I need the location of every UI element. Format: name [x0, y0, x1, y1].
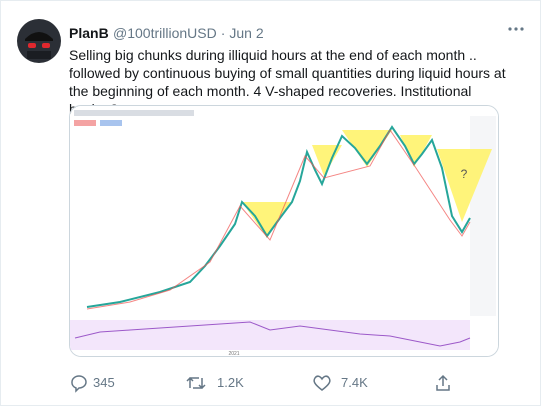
date[interactable]: Jun 2 — [229, 25, 264, 41]
share-icon[interactable] — [433, 373, 453, 393]
reply-icon[interactable] — [69, 373, 89, 393]
retweet-icon[interactable] — [185, 373, 207, 393]
tweet-text: Selling big chunks during illiquid hours… — [69, 47, 506, 117]
handle[interactable]: @100trillionUSD — [113, 25, 217, 41]
tweet-meta: @100trillionUSD · Jun 2 — [113, 25, 268, 41]
x-axis-label: 2021 — [228, 351, 239, 357]
media[interactable]: ? 2021 — [69, 105, 499, 357]
like-count: 7.4K — [341, 375, 368, 390]
retweet-count: 1.2K — [217, 375, 244, 390]
author-name[interactable]: PlanB — [69, 25, 109, 41]
avatar[interactable] — [17, 19, 61, 63]
separator: · — [220, 25, 226, 41]
annotation: ? — [461, 167, 468, 181]
more-menu[interactable] — [506, 25, 526, 33]
chart-image: ? 2021 — [70, 106, 498, 357]
reply-count: 345 — [93, 375, 115, 390]
like-icon[interactable] — [311, 373, 333, 393]
